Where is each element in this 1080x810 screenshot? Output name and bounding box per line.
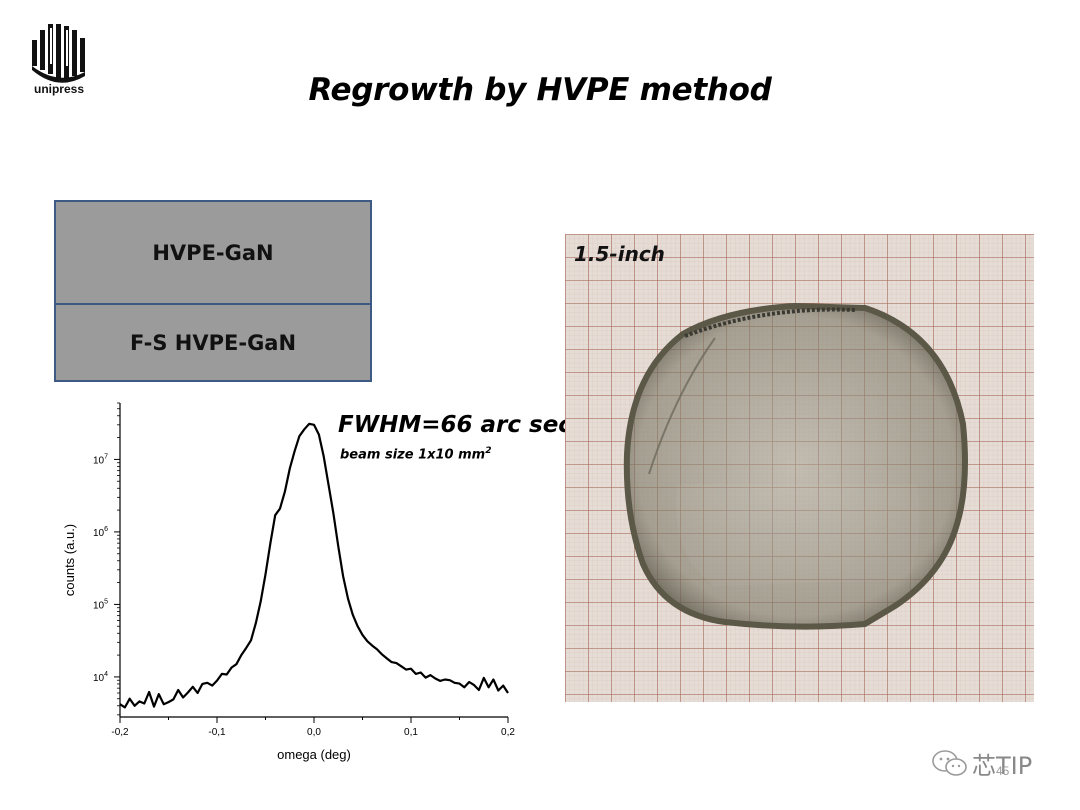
x-axis-label: omega (deg) [277, 747, 351, 762]
layer-fs-hvpe-gan: F-S HVPE-GaN [129, 330, 297, 355]
y-tick-label: 105 [93, 598, 108, 611]
y-axis-label: counts (a.u.) [62, 524, 77, 596]
chart-tick-labels: -0,2 -0,1 0,0 0,1 0,2 104 105 106 107 [93, 453, 515, 738]
slide-title: Regrowth by HVPE method [308, 72, 772, 108]
x-tick-label: 0,0 [307, 727, 321, 738]
wafer-size-label: 1.5-inch [574, 242, 665, 266]
x-tick-label: 0,2 [501, 727, 515, 738]
beam-size-annotation: beam size 1x10 mm2 [340, 446, 491, 462]
watermark: 芯TIP [930, 746, 1032, 780]
xrd-rocking-curve-chart: -0,2 -0,1 0,0 0,1 0,2 104 105 106 107 omega (deg… [62, 402, 515, 762]
unipress-logo [32, 24, 85, 83]
series-line [119, 422, 509, 709]
layer-hvpe-gan: HVPE-GaN [56, 202, 370, 305]
wechat-icon [932, 750, 967, 776]
logo-text: unipress [33, 82, 84, 96]
fwhm-annotation: FWHM=66 arc sec [338, 412, 572, 438]
layer-stack-diagram: HVPE-GaN F-S HVPE-GaN [54, 200, 372, 382]
beam-size-exponent: 2 [485, 446, 492, 456]
watermark-text: 芯TIP [972, 751, 1033, 780]
x-tick-label: -0,1 [208, 727, 226, 738]
chart-ticks [114, 402, 509, 723]
wafer-disc [623, 302, 968, 630]
y-tick-label: 106 [93, 526, 108, 539]
wafer-photo [565, 234, 1034, 702]
beam-size-text: beam size 1x10 mm [340, 447, 486, 463]
y-tick-label: 107 [93, 453, 108, 466]
x-tick-label: 0,1 [404, 727, 418, 738]
page-number: 45 [996, 764, 1010, 778]
x-tick-label: -0,2 [111, 727, 129, 738]
y-tick-label: 104 [93, 671, 108, 684]
